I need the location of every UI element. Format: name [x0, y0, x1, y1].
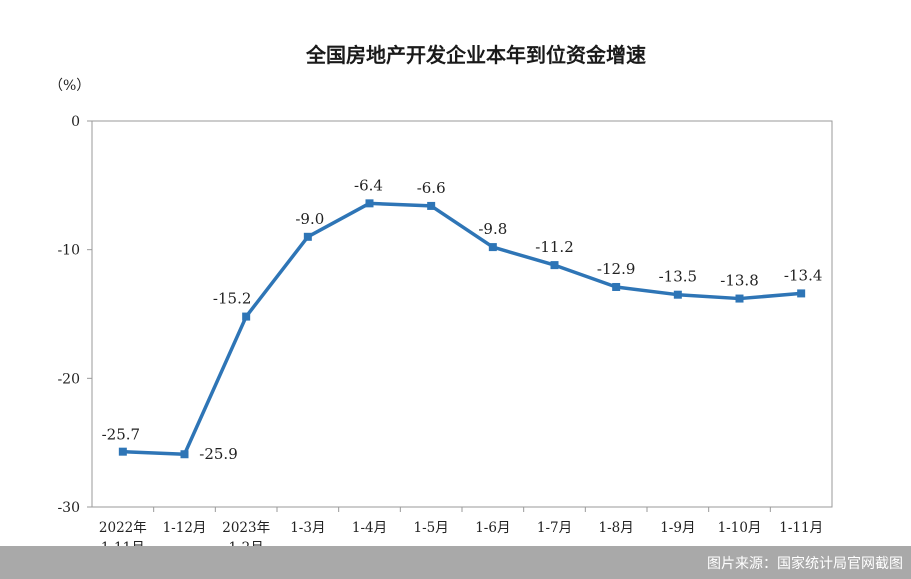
data-points — [118, 199, 806, 459]
y-tick-label: -20 — [57, 371, 80, 387]
x-tick-label: 1-12月 — [163, 520, 207, 536]
data-point — [488, 243, 497, 252]
x-tick-label: 1-5月 — [414, 520, 449, 536]
y-tick-label: 0 — [71, 114, 80, 130]
x-tick-label-line: 1-6月 — [475, 520, 510, 536]
x-tick-label: 1-8月 — [599, 520, 634, 536]
x-tick-label-line: 1-7月 — [537, 520, 572, 536]
data-label: -11.2 — [535, 238, 573, 256]
x-tick-label-line: 1-11月 — [779, 520, 823, 536]
data-label: -13.8 — [720, 272, 758, 290]
x-tick-label: 1-9月 — [660, 520, 695, 536]
data-label: -12.9 — [597, 260, 635, 278]
data-labels: -25.7 -25.9 -15.2 -9.0 -6.4 -6.6 -9.8 -11.2 -12.… — [102, 176, 823, 463]
x-tick-label: 2023年 1-2月 — [222, 520, 270, 546]
x-tick-label-line: 1-5月 — [414, 520, 449, 536]
x-tick-label: 1-3月 — [290, 520, 325, 536]
series-line — [122, 201, 802, 456]
data-point — [118, 447, 127, 456]
image-credit-bar: 图片来源：国家统计局官网截图 — [0, 546, 911, 579]
x-tick-label-line: 1-11月 — [101, 540, 145, 546]
x-tick-label-line: 2023年 — [222, 520, 270, 536]
data-point — [612, 282, 621, 291]
x-tick-label-line: 1-4月 — [352, 520, 387, 536]
x-tick-label-line: 1-3月 — [290, 520, 325, 536]
x-tick-label-line: 1-10月 — [718, 520, 762, 536]
chart-title: 全国房地产开发企业本年到位资金增速 — [305, 43, 646, 67]
data-label: -25.7 — [102, 426, 140, 444]
data-label: -13.5 — [659, 268, 697, 286]
x-tick-label: 1-6月 — [475, 520, 510, 536]
data-label: -6.6 — [417, 179, 446, 197]
x-tick-label: 2022年 1-11月 — [99, 520, 147, 546]
data-label: -6.4 — [354, 176, 383, 194]
data-point — [365, 199, 374, 208]
x-tick-label-line: 1-8月 — [599, 520, 634, 536]
x-tick-label-line: 1-9月 — [660, 520, 695, 536]
y-axis: 0 -10 -20 -30 — [57, 114, 92, 516]
data-label: -13.4 — [784, 266, 822, 284]
data-label: -9.0 — [295, 210, 324, 228]
y-unit-label: （%） — [49, 78, 90, 94]
x-tick-label: 1-7月 — [537, 520, 572, 536]
x-tick-label: 1-10月 — [718, 520, 762, 536]
data-point — [673, 290, 682, 299]
data-label: -9.8 — [478, 220, 507, 238]
x-axis: 2022年 1-11月 1-12月 2023年 1-2月 1-3月 1-4月 1-5月 1-6月… — [99, 507, 823, 546]
x-tick-label: 1-4月 — [352, 520, 387, 536]
image-credit: 图片来源：国家统计局官网截图 — [707, 556, 903, 572]
data-label: -25.9 — [199, 445, 237, 463]
x-tick-label: 1-11月 — [779, 520, 823, 536]
data-point — [242, 312, 251, 321]
x-tick-label-line: 1-12月 — [163, 520, 207, 536]
data-point — [427, 201, 436, 210]
data-point — [797, 289, 806, 298]
x-tick-label-line: 2022年 — [99, 520, 147, 536]
data-point — [180, 450, 189, 459]
data-label: -15.2 — [213, 290, 251, 308]
y-tick-label: -10 — [57, 243, 80, 259]
y-tick-label: -30 — [57, 500, 80, 516]
line-chart: 全国房地产开发企业本年到位资金增速 （%） 0 -10 -20 -30 2022年 1-… — [49, 43, 833, 546]
data-point — [550, 261, 559, 270]
data-point — [735, 294, 744, 303]
data-point — [303, 232, 312, 241]
x-tick-label-line: 1-2月 — [229, 540, 264, 546]
